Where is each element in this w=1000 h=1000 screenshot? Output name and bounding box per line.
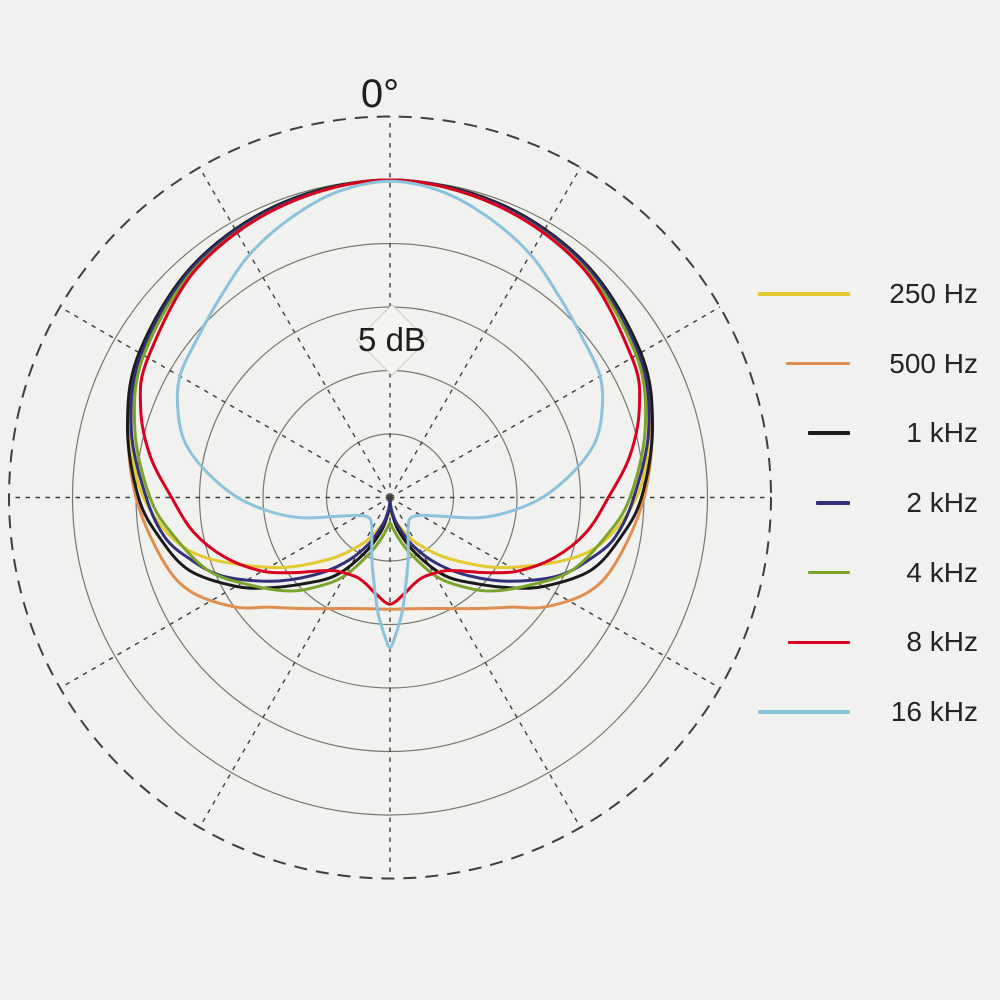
legend-item: 4 kHz: [718, 538, 978, 608]
grid-radial: [389, 497, 582, 828]
legend-item: 250 Hz: [718, 259, 978, 329]
legend-item: 1 kHz: [718, 398, 978, 468]
legend-label: 2 kHz: [906, 486, 978, 518]
scale-diamond: [355, 303, 429, 377]
grid-radial: [59, 306, 391, 499]
frequency-curves: [125, 178, 655, 649]
legend-swatch: [786, 361, 850, 366]
legend-item: 8 kHz: [718, 607, 978, 677]
curve-16-khz: [175, 179, 605, 649]
legend-item: 2 kHz: [718, 468, 978, 538]
legend: 250 Hz 500 Hz 1 kHz 2 kHz 4 kHz 8 kHz 16 kHz: [718, 259, 978, 747]
legend-swatch: [816, 501, 850, 505]
curve-4-khz: [132, 178, 648, 593]
legend-swatch: [758, 292, 850, 296]
grid-radial: [389, 306, 721, 499]
curve-2-khz: [129, 178, 651, 583]
grid-radial: [389, 167, 582, 498]
legend-swatch: [808, 570, 850, 575]
legend-label: 4 kHz: [906, 556, 978, 588]
legend-label: 1 kHz: [906, 417, 978, 449]
polar-grid: [8, 115, 772, 880]
grid-radial: [198, 167, 391, 498]
legend-swatch: [758, 710, 850, 714]
grid-radial: [198, 497, 391, 828]
scale-marker: 5 dB: [355, 303, 429, 377]
grid-radial: [59, 496, 391, 689]
legend-item: 16 kHz: [718, 677, 978, 747]
legend-label: 250 Hz: [889, 277, 978, 309]
grid-radial: [389, 496, 721, 689]
legend-label: 8 kHz: [906, 626, 978, 658]
legend-swatch: [808, 431, 850, 435]
curve-8-khz: [138, 178, 642, 606]
scale-label: 5 dB: [358, 321, 426, 358]
legend-swatch: [788, 640, 850, 645]
legend-label: 16 kHz: [890, 695, 978, 727]
legend-label: 500 Hz: [889, 347, 978, 379]
angle-zero-label: 0°: [361, 72, 399, 116]
legend-item: 500 Hz: [718, 329, 978, 399]
